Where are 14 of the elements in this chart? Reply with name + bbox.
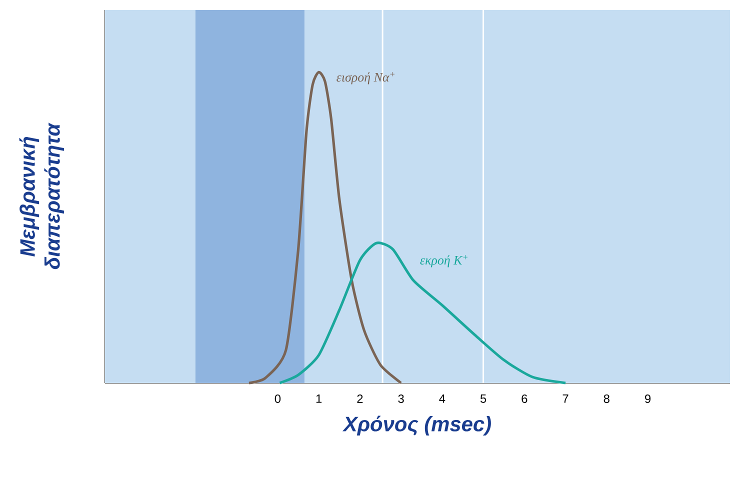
series-label: εκροή Κ$^{+}$ [420,254,468,268]
x-tick-label: 0 [274,394,281,403]
x-tick-label: 3 [398,394,404,403]
x-axis-title: Χρόνος (msec) [342,416,491,436]
x-tick-label: 5 [480,394,486,403]
x-tick-label: 4 [439,394,446,403]
x-tick-label: 9 [645,394,651,403]
x-tick-label: 2 [357,394,363,403]
series-label: εισροή Να$^{+}$ [336,72,394,84]
x-tick-label: 7 [562,394,568,403]
x-tick-label: 8 [604,394,610,403]
x-tick-label: 1 [316,394,322,403]
x-tick-label: 6 [522,394,528,403]
y-axis-title: Μεμβρανική διαπερατότητα [19,122,64,270]
